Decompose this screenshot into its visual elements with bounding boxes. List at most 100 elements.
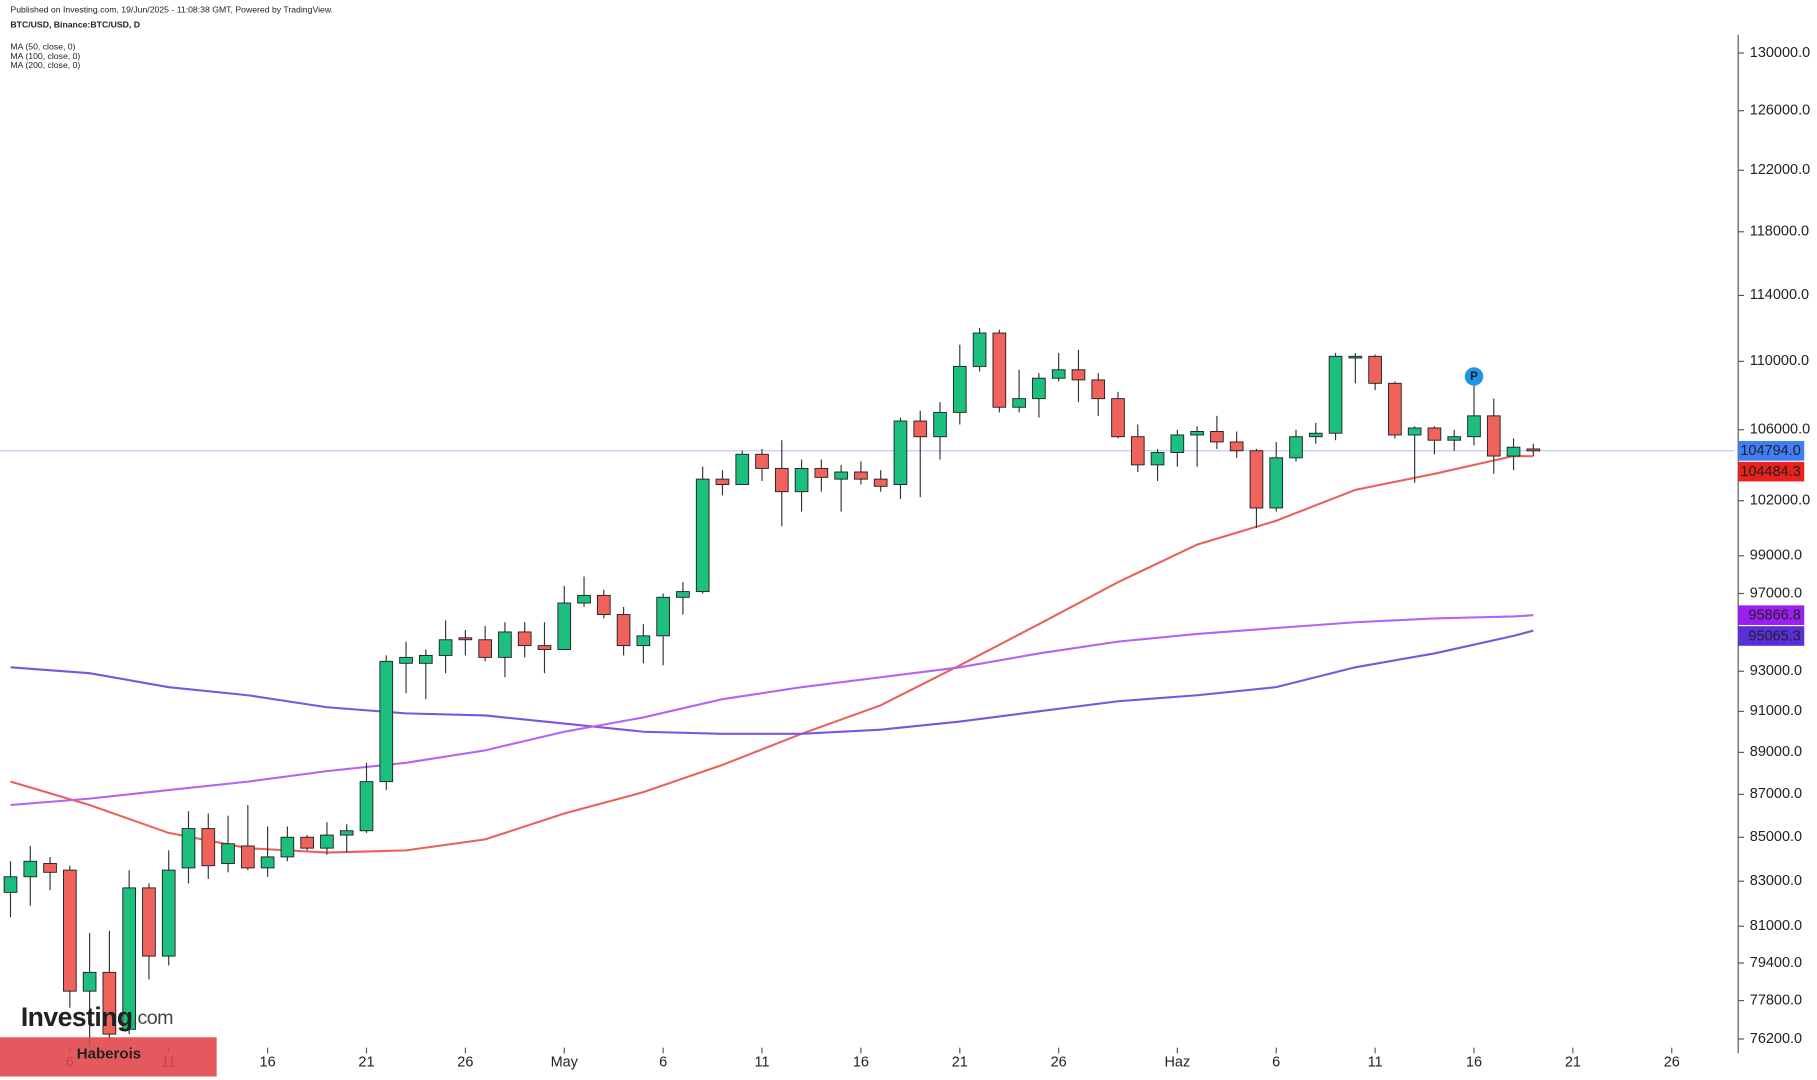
- candle-body: [418, 654, 433, 664]
- y-tick-label: 81000.0: [1750, 918, 1802, 934]
- candle-body: [1150, 452, 1165, 466]
- candle-body: [142, 887, 156, 957]
- candle-body: [952, 365, 967, 413]
- y-tick-label: 99000.0: [1750, 548, 1802, 564]
- x-tick-label: 21: [1565, 1054, 1581, 1070]
- y-tick-label: 83000.0: [1750, 873, 1802, 889]
- candle-body: [320, 834, 334, 849]
- candle-body: [1526, 448, 1541, 452]
- candle-body: [82, 971, 97, 992]
- x-tick-label: 11: [755, 1054, 770, 1070]
- x-tick-label: 6: [1272, 1054, 1280, 1070]
- candle-body: [596, 594, 611, 616]
- y-tick-label: 97000.0: [1750, 585, 1802, 601]
- x-tick-label: 16: [853, 1054, 869, 1070]
- candle-body: [1348, 355, 1363, 359]
- candle-body: [557, 602, 572, 650]
- candle-body: [1071, 369, 1086, 381]
- y-tick-label: 87000.0: [1750, 786, 1802, 802]
- y-tick-label: 106000.0: [1750, 422, 1810, 438]
- price-tag-label: 95065.3: [1748, 628, 1800, 644]
- candle-body: [735, 453, 750, 485]
- moving-average-line: [10, 629, 1534, 735]
- candle-body: [458, 637, 473, 641]
- candle-body: [695, 478, 710, 593]
- candle-body: [1486, 415, 1501, 457]
- badge-label: Haberois: [77, 1046, 141, 1063]
- candle-body: [933, 411, 947, 438]
- candle-body: [201, 828, 216, 867]
- x-tick-label: 21: [952, 1054, 968, 1070]
- candle-body: [1368, 355, 1382, 384]
- y-tick-label: 91000.0: [1750, 703, 1802, 719]
- candle-body: [1407, 427, 1422, 436]
- x-tick-label: 11: [1368, 1054, 1383, 1070]
- x-tick-label: 26: [1051, 1054, 1067, 1070]
- candle-body: [280, 836, 295, 858]
- x-tick-label: 16: [1466, 1054, 1482, 1070]
- candle-body: [1249, 450, 1264, 509]
- event-marker-label: P: [1470, 371, 1478, 383]
- price-tag: [1738, 441, 1805, 461]
- candle-body: [616, 614, 631, 647]
- brand-logo: Investing.com: [21, 1002, 173, 1032]
- legend-entry: MA (50, close, 0): [10, 42, 75, 52]
- candle-body: [399, 656, 413, 664]
- badge-box: [0, 1037, 217, 1077]
- candle-body: [63, 869, 77, 992]
- y-tick-label: 122000.0: [1750, 162, 1810, 178]
- legend-entry: MA (100, close, 0): [10, 51, 80, 61]
- candle-body: [1289, 436, 1303, 459]
- candle-body: [972, 332, 987, 367]
- candle-body: [676, 591, 690, 598]
- price-tag: [1738, 461, 1805, 482]
- candle-body: [636, 635, 651, 647]
- candle-body: [1467, 415, 1481, 438]
- candle-body: [517, 631, 532, 647]
- candle-body: [774, 467, 789, 493]
- candle-body: [339, 830, 354, 836]
- candle-body: [1130, 436, 1145, 466]
- y-tick-label: 85000.0: [1750, 829, 1802, 845]
- candle-body: [1190, 431, 1204, 436]
- y-tick-label: 102000.0: [1750, 493, 1810, 509]
- candle-body: [755, 453, 769, 469]
- candle-body: [221, 843, 235, 864]
- y-tick-label: 77800.0: [1750, 992, 1802, 1008]
- candle-body: [1170, 434, 1185, 453]
- candle-body: [1051, 369, 1066, 379]
- candle-body: [873, 478, 888, 487]
- y-tick-label: 89000.0: [1750, 744, 1802, 760]
- candle-body: [992, 332, 1007, 408]
- brand-suffix: .com: [133, 1007, 174, 1029]
- price-tag-label: 95866.8: [1748, 608, 1800, 624]
- candle-body: [1111, 398, 1125, 438]
- candle-body: [1506, 446, 1521, 457]
- y-tick-label: 118000.0: [1750, 224, 1809, 240]
- candle-body: [181, 828, 196, 869]
- candle-body: [1012, 398, 1026, 408]
- x-tick-label: 6: [659, 1054, 667, 1070]
- y-tick-label: 126000.0: [1750, 103, 1810, 119]
- candle-body: [1032, 377, 1046, 400]
- y-tick-label: 130000.0: [1750, 45, 1810, 61]
- y-tick-label: 110000.0: [1750, 353, 1809, 369]
- moving-average-line: [10, 454, 1534, 854]
- candle-body: [359, 781, 374, 832]
- candle-body: [43, 863, 57, 873]
- y-tick-label: 79400.0: [1750, 955, 1802, 971]
- candle-body: [1308, 432, 1323, 438]
- candle-body: [240, 845, 255, 869]
- candle-body: [913, 420, 928, 438]
- x-tick-label: May: [551, 1054, 579, 1070]
- candle-body: [1269, 457, 1284, 509]
- candle-body: [656, 596, 670, 637]
- candle-body: [1427, 427, 1442, 441]
- candle-body: [438, 639, 453, 656]
- source-note: Published on Investing.com, 19/Jun/2025 …: [10, 5, 333, 15]
- candle-body: [498, 631, 512, 658]
- candle-body: [379, 660, 394, 783]
- candle-body: [161, 869, 176, 957]
- candle-body: [260, 856, 275, 869]
